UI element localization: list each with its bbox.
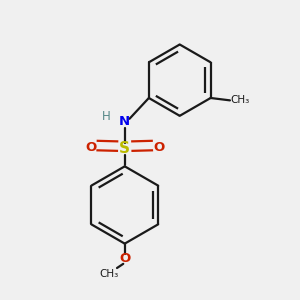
Text: H: H [102,110,111,123]
Text: O: O [85,141,96,154]
Text: CH₃: CH₃ [99,269,119,279]
Text: O: O [119,252,130,265]
Text: CH₃: CH₃ [231,95,250,105]
Text: N: N [119,115,130,128]
Text: S: S [119,141,130,156]
Text: O: O [153,141,164,154]
